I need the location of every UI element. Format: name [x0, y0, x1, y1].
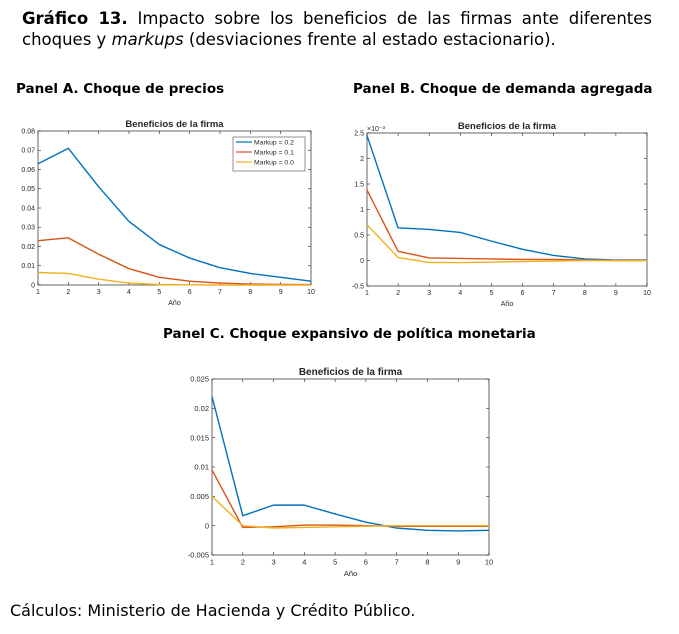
x-axis-label: Año	[168, 300, 181, 307]
x-tick-label: 1	[365, 290, 369, 297]
x-tick-label: 9	[614, 290, 618, 297]
y-tick-label: 0.015	[190, 433, 209, 442]
x-tick-label: 10	[485, 558, 493, 567]
panel-c-title: Panel C. Choque expansivo de política mo…	[163, 326, 536, 342]
y-tick-label: 0.02	[194, 404, 209, 413]
x-tick-label: 4	[127, 289, 131, 296]
y-tick-label: 0	[31, 282, 35, 289]
series-line-0	[366, 135, 647, 261]
source-note: Cálculos: Ministerio de Hacienda y Crédi…	[10, 601, 416, 620]
caption-text-after: (desviaciones frente al estado estaciona…	[188, 30, 556, 49]
chart-title: Beneficios de la firma	[125, 119, 224, 130]
x-tick-label: 5	[333, 558, 337, 567]
x-tick-label: 6	[364, 558, 368, 567]
x-tick-label: 9	[456, 558, 460, 567]
series-line-2	[366, 224, 647, 264]
legend-entry: Markup = 0.0	[254, 160, 294, 167]
x-tick-label: 1	[210, 558, 214, 567]
caption-label: Gráfico 13.	[22, 9, 128, 28]
y-tick-label: 0.005	[190, 492, 209, 501]
legend-entry: Markup = 0.2	[254, 140, 294, 147]
y-tick-label: -0.005	[188, 551, 209, 560]
series-line-0	[37, 147, 312, 282]
x-axis-label: Año	[344, 569, 357, 578]
x-tick-label: 9	[279, 289, 283, 296]
caption-text-before: Impacto sobre los beneficios de las firm…	[22, 9, 652, 49]
y-tick-label: 0	[205, 521, 209, 530]
figure-caption: Gráfico 13. Impacto sobre los beneficios…	[22, 8, 652, 50]
x-tick-label: 10	[643, 290, 651, 297]
y-tick-label: 0.02	[21, 244, 35, 251]
x-tick-label: 3	[271, 558, 275, 567]
x-tick-label: 7	[552, 290, 556, 297]
x-tick-label: 6	[521, 290, 525, 297]
y-tick-label: 0.01	[21, 263, 35, 270]
x-tick-label: 5	[489, 290, 493, 297]
y-tick-label: 0.03	[21, 225, 35, 232]
x-tick-label: 8	[425, 558, 429, 567]
chart-title: Beneficios de la firma	[458, 121, 557, 132]
x-axis-label: Año	[501, 301, 514, 308]
x-tick-label: 3	[97, 289, 101, 296]
legend-entry: Markup = 0.1	[254, 150, 294, 157]
y-tick-label: 0.04	[21, 205, 35, 212]
x-tick-label: 8	[248, 289, 252, 296]
x-tick-label: 2	[241, 558, 245, 567]
panel-b-title: Panel B. Choque de demanda agregada	[353, 81, 653, 97]
panel-a-title: Panel A. Choque de precios	[16, 81, 225, 97]
x-tick-label: 10	[307, 289, 315, 296]
y-tick-label: 0.5	[354, 232, 364, 239]
x-tick-label: 4	[302, 558, 306, 567]
y-tick-label: 0.025	[190, 375, 209, 384]
y-tick-label: 0	[360, 258, 364, 265]
plot-area	[211, 378, 490, 556]
y-tick-label: -0.5	[352, 283, 364, 290]
x-tick-label: 6	[188, 289, 192, 296]
chart-title: Beneficios de la firma	[299, 367, 403, 378]
y-tick-label: 2.5	[354, 130, 364, 137]
caption-emphasis: markups	[111, 30, 184, 49]
x-tick-label: 7	[218, 289, 222, 296]
x-tick-label: 2	[66, 289, 70, 296]
x-tick-label: 5	[157, 289, 161, 296]
series-line-2	[211, 495, 489, 529]
series-line-1	[37, 237, 312, 286]
legend-box	[232, 136, 306, 172]
y-tick-label: 0.07	[21, 148, 35, 155]
y-tick-label: 0.01	[194, 463, 209, 472]
axis-multiplier: ×10⁻³	[367, 126, 386, 133]
x-tick-label: 4	[458, 290, 462, 297]
y-tick-label: 0.05	[21, 186, 35, 193]
x-tick-label: 2	[396, 290, 400, 297]
y-tick-label: 0.06	[21, 167, 35, 174]
x-tick-label: 8	[583, 290, 587, 297]
x-tick-label: 3	[427, 290, 431, 297]
x-tick-label: 1	[36, 289, 40, 296]
y-tick-label: 2	[360, 156, 364, 163]
series-line-0	[211, 396, 490, 532]
y-tick-label: 0.08	[21, 128, 35, 135]
x-tick-label: 7	[395, 558, 399, 567]
series-line-2	[37, 271, 311, 286]
y-tick-label: 1	[360, 207, 364, 214]
y-tick-label: 1.5	[354, 181, 364, 188]
